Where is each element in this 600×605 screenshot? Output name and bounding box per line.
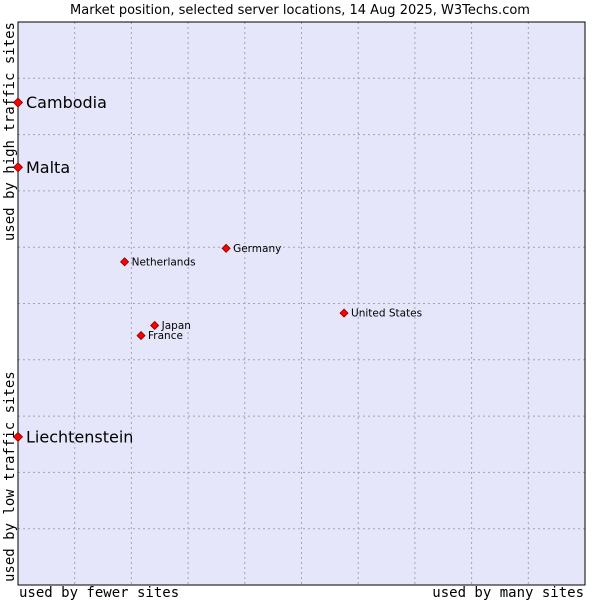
x-axis-label-right: used by many sites [432,585,584,600]
chart-title: Market position, selected server locatio… [70,3,530,18]
point-marker [12,97,24,108]
data-point: Japan [150,320,191,332]
point-marker [136,331,146,341]
point-label: Germany [233,243,281,255]
point-marker [339,308,349,318]
point-marker [150,320,160,331]
x-axis-label-left: used by fewer sites [19,585,179,600]
y-axis-label-bottom: used by low traffic sites [2,371,18,582]
point-label: Liechtenstein [26,427,133,446]
data-point: United States [339,308,422,320]
grid [18,22,585,585]
data-point: Germany [221,243,281,255]
plot-border [17,21,586,586]
point-marker [12,162,24,173]
data-point: Cambodia [12,93,107,112]
point-label: Cambodia [26,93,107,112]
y-axis-label-top: used by high traffic sites [2,22,18,241]
point-marker [120,257,130,267]
data-point: France [136,330,183,342]
point-label: Japan [161,320,191,332]
points: Cambodia Malta Liechtenstein Germany Netherl… [12,93,422,446]
point-label: Malta [26,158,70,177]
point-label: United States [351,308,422,320]
point-marker [221,243,231,253]
data-point: Malta [12,158,70,177]
point-marker [12,431,24,442]
point-label: Netherlands [132,256,196,268]
data-point: Liechtenstein [12,427,133,446]
point-label: France [148,330,183,342]
data-point: Netherlands [120,256,196,268]
